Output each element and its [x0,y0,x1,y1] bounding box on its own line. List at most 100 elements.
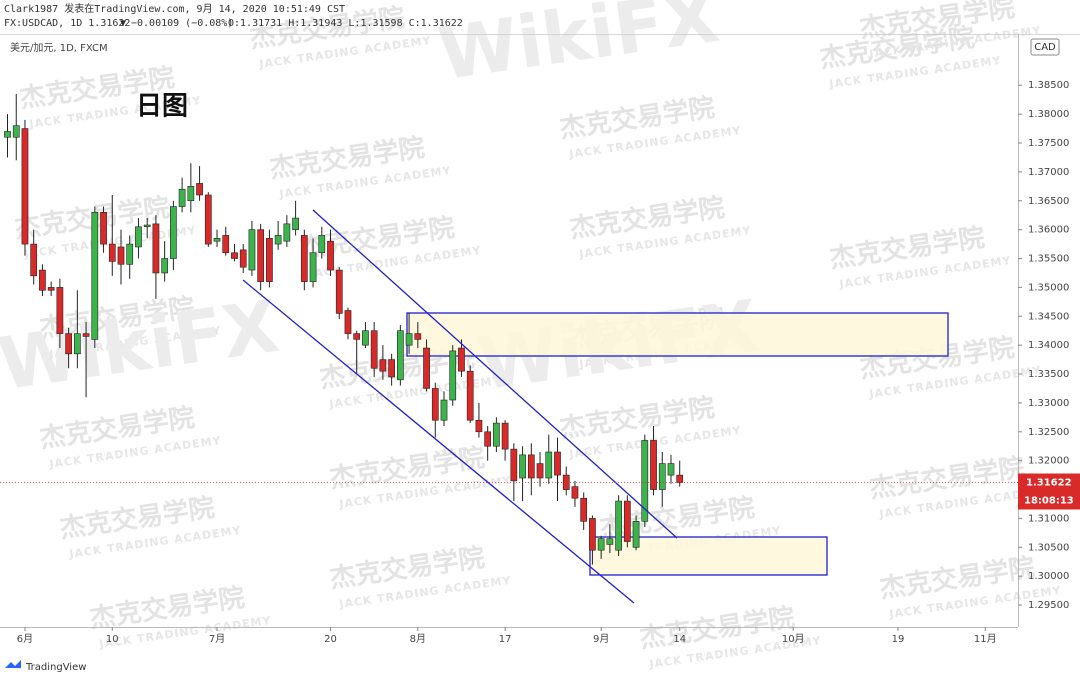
candle-body [239,249,247,268]
candle-body [47,287,55,291]
logo: TradingView [25,662,86,673]
x-tick-label: 6月 [17,633,33,645]
y-tick-label: 1.30000 [1028,571,1069,582]
candle-body [440,399,448,421]
candle-body [650,440,657,490]
change: −0.00109 (−0.08%) [131,18,233,29]
candle-body [248,229,256,271]
candle-body [117,246,125,265]
candle-body [204,194,212,245]
candle-body [562,474,570,490]
candle-body [327,240,334,271]
candle-body [362,330,369,346]
y-tick-label: 1.32000 [1028,456,1069,467]
candle-body [484,431,492,447]
y-tick-label: 1.36500 [1028,196,1069,207]
candle-body [466,370,474,421]
candle-body [283,223,291,242]
candle-body [318,235,326,254]
candle-body [91,212,99,340]
y-tick-label: 1.34000 [1028,340,1069,351]
candles [4,93,684,565]
candle-body [126,243,134,265]
symbol: FX:USDCAD, 1D 1.31622 [4,18,130,29]
y-tick-label: 1.33000 [1028,398,1069,409]
candle-body [257,229,265,282]
x-tick-label: 19 [892,634,905,645]
channel-upper [312,209,678,539]
candle-body [510,448,518,482]
candle-body [405,333,413,346]
candle-body [597,538,605,551]
candle-body [196,183,203,196]
candle-body [475,419,483,433]
candle-body [414,333,422,340]
x-tick-label: 7月 [209,633,225,645]
candle-body [449,350,457,401]
chart-title: 美元/加元, 1D, FXCM [10,41,108,54]
candle-body [178,188,186,207]
candle-body [170,206,177,259]
candle-body [56,287,64,334]
last-price-label: 1.31622 [1026,477,1072,488]
ohlc: O:1.31731 H:1.31943 L:1.31598 C:1.31622 [228,18,463,29]
x-tick-label: 8月 [410,633,426,645]
x-tick-label: 9月 [593,633,609,645]
price-axis-border [1018,34,1019,627]
y-tick-label: 1.38500 [1028,80,1069,91]
candle-body [676,474,684,483]
candle-body [274,235,282,245]
y-tick-label: 1.31000 [1028,513,1069,524]
y-tick-label: 1.32500 [1028,427,1069,438]
resistance-zone [406,312,949,357]
countdown-box [1018,491,1080,510]
candle-body [73,333,81,355]
candle-body [82,333,90,337]
candle-body [152,223,160,274]
candle-body [493,422,500,447]
candle-body [519,454,526,479]
candle-body [231,252,238,259]
candle-body [623,500,631,542]
support-zone [589,536,828,576]
x-tick-label: 20 [324,634,337,645]
candle-body [12,125,20,138]
candle-body [143,224,151,228]
candle-body [100,212,107,245]
candle-body [571,486,579,499]
candle-body [388,359,395,378]
y-tick-label: 1.34500 [1028,311,1069,322]
candle-body [589,518,596,551]
candle-body [615,500,622,551]
annotation: 日图 [136,92,188,122]
candle-body [187,186,195,202]
candle-body [65,333,72,355]
candle-body [39,269,46,291]
y-tick-label: 1.35500 [1028,254,1069,265]
candle-body [353,333,361,340]
candle-body [641,440,649,522]
change-arrow: ▼ [120,18,126,29]
x-tick-label: 17 [499,634,512,645]
currency: CAD [1034,42,1056,53]
candle-body [30,243,38,277]
y-tick-label: 1.37500 [1028,138,1069,149]
candle-body [632,521,640,548]
candle-body [658,463,666,490]
candle-body [161,258,169,274]
candle-body [379,359,387,372]
y-tick-label: 1.36000 [1028,225,1069,236]
candle-body [545,451,553,479]
candle-body [667,463,675,476]
candle-body [300,235,308,282]
y-tick-label: 1.29500 [1028,600,1069,611]
candle-body [266,238,273,282]
last-price-box [1018,473,1080,492]
y-tick-label: 1.38000 [1028,109,1069,120]
candle-body [213,238,221,242]
publisher: Clark1987 发表在TradingView.com, 9月 14, 202… [4,2,345,15]
y-tick-label: 1.33500 [1028,369,1069,380]
candle-body [431,388,439,421]
